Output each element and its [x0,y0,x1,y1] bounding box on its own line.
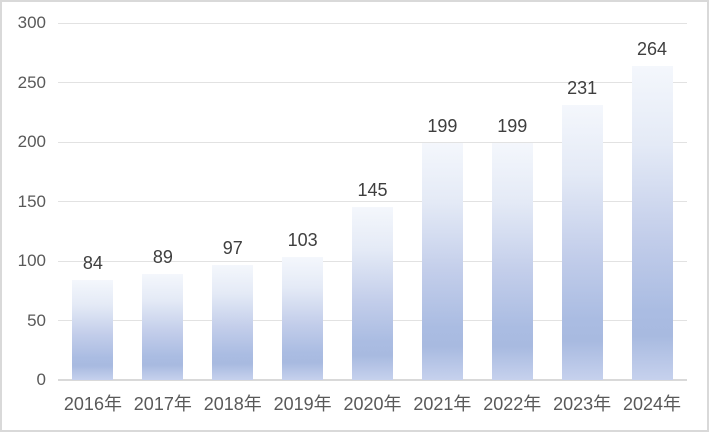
gridline [58,82,687,83]
data-label: 231 [567,78,598,99]
bar [421,143,463,380]
bar [352,207,393,380]
gridline [58,141,687,143]
bar [631,65,673,380]
bar [212,264,254,380]
x-tick-label: 2021年 [413,394,472,414]
data-label: 199 [497,116,528,137]
gridline [58,201,687,202]
y-tick-label: 150 [17,191,46,211]
x-tick-label: 2024年 [623,394,682,414]
y-tick-label: 200 [17,132,46,151]
data-label: 89 [152,247,173,268]
x-tick-label: 2016年 [63,394,122,414]
x-tick-label: 2022年 [483,394,542,414]
data-label: 264 [637,38,668,59]
data-label: 103 [287,230,318,251]
data-label: 145 [357,180,388,201]
data-label: 84 [82,253,103,274]
gridline [58,22,687,24]
x-tick-label: 2020年 [343,394,402,414]
x-tick-label: 2018年 [203,394,262,414]
y-tick-label: 50 [27,310,46,330]
data-label: 97 [222,237,243,258]
x-axis-line [58,379,687,381]
bar [561,105,603,380]
y-tick-label: 300 [17,13,46,32]
x-tick-label: 2023年 [553,394,612,414]
y-tick-label: 0 [36,370,46,389]
x-tick-label: 2019年 [273,394,332,414]
y-tick-label: 100 [17,251,46,270]
bar [282,257,324,380]
y-tick-label: 250 [17,72,46,92]
bar [491,143,533,380]
x-tick-label: 2017年 [133,394,192,414]
bar [72,280,114,380]
data-label: 199 [427,116,458,137]
bar [142,274,184,380]
